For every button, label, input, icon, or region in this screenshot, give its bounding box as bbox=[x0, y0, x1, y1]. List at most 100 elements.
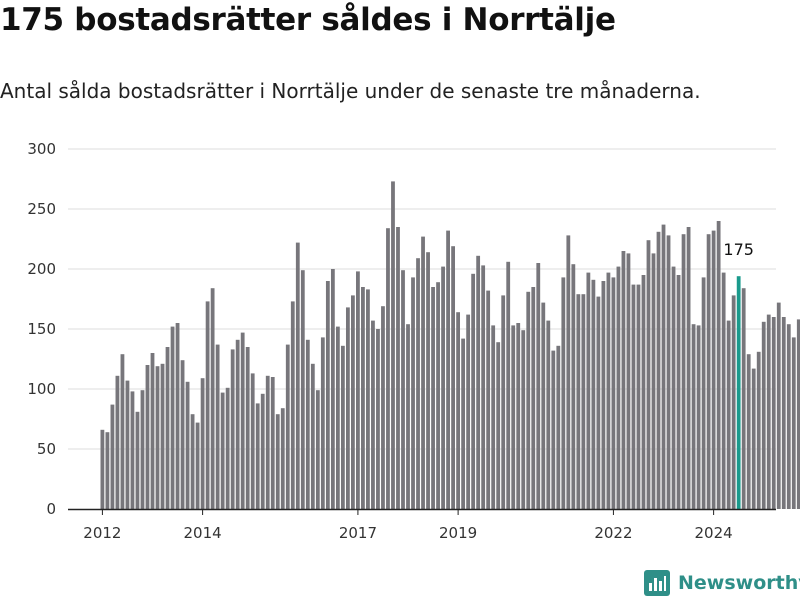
bar bbox=[476, 255, 481, 509]
bar bbox=[566, 235, 571, 509]
bar bbox=[170, 326, 175, 509]
bar bbox=[761, 321, 766, 509]
x-tick-label: 2019 bbox=[439, 524, 477, 542]
bar bbox=[791, 337, 796, 509]
bar bbox=[751, 368, 756, 509]
bar bbox=[175, 323, 180, 509]
bar bbox=[536, 263, 541, 509]
bar bbox=[386, 228, 390, 509]
bar bbox=[696, 325, 701, 509]
bar bbox=[436, 282, 440, 509]
bar bbox=[561, 277, 566, 509]
bar bbox=[340, 345, 345, 509]
bar bbox=[115, 375, 120, 509]
bar bbox=[681, 234, 686, 509]
highlight-data-label: 175 bbox=[723, 240, 754, 259]
bar bbox=[531, 287, 536, 509]
data-labels: 175 bbox=[723, 240, 754, 259]
bar bbox=[265, 375, 270, 509]
bar bbox=[300, 270, 305, 509]
bar bbox=[381, 306, 385, 509]
y-tick-label: 200 bbox=[27, 260, 56, 278]
bar bbox=[315, 390, 320, 509]
bar bbox=[411, 277, 415, 509]
bar bbox=[471, 273, 476, 509]
y-tick-label: 50 bbox=[37, 440, 56, 458]
bar bbox=[120, 354, 125, 509]
bar bbox=[516, 323, 521, 509]
bar bbox=[511, 325, 516, 509]
bar bbox=[305, 339, 310, 509]
y-tick-label: 0 bbox=[46, 500, 56, 518]
bar bbox=[701, 277, 706, 509]
bar bbox=[666, 235, 671, 509]
y-tick-label: 250 bbox=[27, 200, 56, 218]
bar bbox=[446, 230, 450, 509]
brand-name: Newsworthy bbox=[678, 572, 800, 594]
bar bbox=[746, 354, 751, 509]
bar bbox=[581, 294, 586, 509]
bar bbox=[366, 289, 370, 509]
bar bbox=[396, 227, 400, 509]
bar bbox=[270, 377, 275, 509]
bar bbox=[280, 408, 285, 509]
bar bbox=[105, 432, 110, 509]
bar bbox=[676, 275, 681, 509]
bar bbox=[356, 271, 360, 509]
bar-series bbox=[100, 181, 800, 510]
bar bbox=[526, 291, 531, 509]
bar bbox=[551, 350, 556, 509]
bar bbox=[481, 265, 486, 509]
bar bbox=[491, 325, 496, 509]
bar bbox=[345, 307, 350, 509]
bar bbox=[245, 347, 250, 509]
bar bbox=[210, 288, 215, 509]
bar bbox=[320, 337, 325, 509]
bar bbox=[521, 330, 526, 509]
bar bbox=[776, 302, 781, 509]
bar bbox=[626, 253, 631, 509]
bar bbox=[731, 295, 736, 509]
bar bbox=[376, 329, 380, 509]
bar bbox=[651, 253, 656, 509]
bar bbox=[656, 231, 661, 510]
y-tick-label: 300 bbox=[27, 140, 56, 158]
axes: 0 50 100 150 200 250 300 2012 2014 2017 2019 2022 20… bbox=[27, 140, 776, 542]
brand-logo: Newsworthy bbox=[644, 569, 800, 597]
bar bbox=[771, 317, 776, 509]
bar bbox=[711, 230, 716, 509]
bar bbox=[250, 373, 255, 509]
bar bbox=[641, 275, 646, 509]
bar bbox=[220, 392, 225, 509]
bar bbox=[506, 261, 511, 509]
bar bbox=[671, 266, 676, 509]
bar bbox=[330, 269, 335, 509]
bar bbox=[195, 422, 200, 509]
bar bbox=[726, 320, 731, 509]
x-tick-label: 2022 bbox=[594, 524, 632, 542]
page-title: 175 bostadsrätter såldes i Norrtälje bbox=[0, 2, 616, 38]
bar bbox=[571, 264, 576, 509]
bar bbox=[371, 320, 375, 509]
bar bbox=[190, 414, 195, 509]
bar bbox=[611, 277, 616, 509]
bar bbox=[636, 284, 641, 509]
bar bbox=[501, 295, 506, 509]
bar bbox=[756, 351, 761, 509]
bar bbox=[741, 288, 746, 509]
bar bbox=[125, 380, 130, 509]
x-tick-label: 2012 bbox=[83, 524, 121, 542]
bar bbox=[451, 246, 455, 509]
bar bbox=[401, 270, 405, 509]
bar bbox=[230, 349, 235, 509]
bar bbox=[260, 393, 265, 509]
bar bbox=[310, 363, 315, 509]
bar bbox=[325, 281, 330, 509]
bar bbox=[160, 363, 165, 509]
bar bbox=[441, 266, 445, 509]
bar bbox=[546, 320, 551, 509]
bar bbox=[456, 312, 461, 509]
bar bbox=[155, 366, 160, 509]
bar bbox=[421, 236, 425, 509]
bar bbox=[255, 403, 260, 509]
